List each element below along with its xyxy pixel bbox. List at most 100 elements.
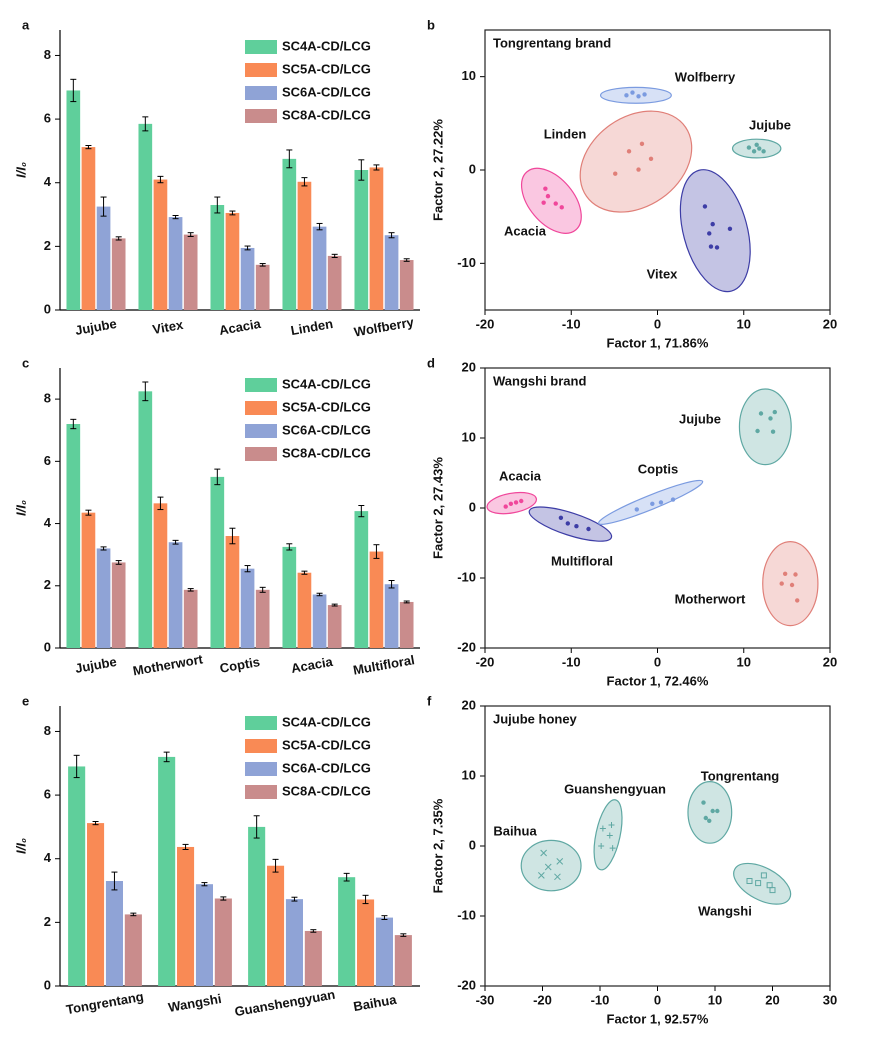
group-label: Guanshengyuan xyxy=(564,781,666,796)
y-axis-label: Factor 2, 27.43% xyxy=(430,457,445,559)
bar xyxy=(357,899,375,986)
bar xyxy=(399,601,414,648)
point xyxy=(642,92,647,97)
legend-label: SC4A-CD/LCG xyxy=(282,714,371,729)
bar xyxy=(282,158,297,310)
point xyxy=(636,94,641,99)
panel-letter: d xyxy=(427,355,435,370)
point xyxy=(754,142,759,147)
bar xyxy=(158,756,176,986)
y-tick-label: 0 xyxy=(469,499,476,514)
bar xyxy=(96,206,111,310)
point xyxy=(608,822,615,828)
bar xyxy=(68,766,86,986)
y-tick-label: -20 xyxy=(457,639,476,654)
y-tick-label: 10 xyxy=(462,68,476,83)
bar xyxy=(282,546,297,648)
x-tick-label: Jujube xyxy=(74,316,118,338)
point xyxy=(648,156,654,161)
point xyxy=(636,167,641,172)
legend-label: SC5A-CD/LCG xyxy=(282,399,371,414)
x-tick-label: Tongrentang xyxy=(65,989,145,1017)
legend-swatch xyxy=(245,716,277,730)
bar xyxy=(168,542,183,648)
y-tick-label: 20 xyxy=(462,359,476,374)
y-tick-label: 0 xyxy=(469,837,476,852)
panel-letter: f xyxy=(427,693,432,708)
y-tick-label: -10 xyxy=(457,569,476,584)
point xyxy=(746,145,752,150)
point xyxy=(630,90,635,95)
group-label: Baihua xyxy=(493,823,537,838)
y-tick-label: 2 xyxy=(44,238,51,253)
legend-swatch xyxy=(245,447,277,461)
point xyxy=(553,201,558,206)
bar xyxy=(312,226,327,310)
bar xyxy=(384,235,399,310)
point xyxy=(701,800,706,805)
legend-swatch xyxy=(245,424,277,438)
bar xyxy=(369,167,384,310)
bar xyxy=(327,255,342,310)
point xyxy=(710,808,715,814)
bar xyxy=(111,562,126,648)
point xyxy=(599,825,606,832)
bar xyxy=(354,511,369,648)
point xyxy=(715,808,720,814)
point xyxy=(751,149,757,154)
group-label: Jujube xyxy=(749,117,791,132)
bar xyxy=(354,170,369,310)
point xyxy=(537,872,545,879)
panel-letter: e xyxy=(22,693,29,708)
y-axis-label: I/I₀ xyxy=(13,162,28,178)
y-tick-label: 8 xyxy=(44,723,51,738)
group-label: Tongrentang xyxy=(701,768,780,783)
y-tick-label: 4 xyxy=(44,515,52,530)
point xyxy=(768,416,773,421)
group-label: Linden xyxy=(544,126,587,141)
x-tick-label: Wolfberry xyxy=(353,314,416,339)
y-axis-label: Factor 2, 27.22% xyxy=(430,119,445,221)
panel-letter: a xyxy=(22,17,30,32)
x-tick-label: Coptis xyxy=(219,654,261,676)
confidence-ellipse xyxy=(520,839,582,892)
confidence-ellipse xyxy=(731,138,782,159)
bar xyxy=(138,123,153,310)
x-tick-label: 30 xyxy=(823,992,837,1007)
point xyxy=(795,598,800,603)
x-tick-label: -10 xyxy=(562,654,581,669)
bar xyxy=(399,260,414,310)
point xyxy=(650,501,655,506)
point xyxy=(559,205,564,210)
point xyxy=(760,872,767,879)
bar xyxy=(177,846,195,986)
point xyxy=(544,863,552,871)
bar xyxy=(66,424,81,648)
group-label: Acacia xyxy=(504,223,547,238)
point xyxy=(707,818,712,823)
point xyxy=(543,186,548,191)
x-axis-label: Factor 1, 92.57% xyxy=(607,1011,709,1026)
confidence-ellipse xyxy=(599,86,672,104)
confidence-ellipse xyxy=(593,799,623,871)
confidence-ellipse xyxy=(520,167,582,234)
x-tick-label: Linden xyxy=(290,316,335,338)
y-tick-label: 8 xyxy=(44,391,51,406)
legend-label: SC4A-CD/LCG xyxy=(282,38,371,53)
point xyxy=(793,572,798,577)
bar xyxy=(168,217,183,310)
x-tick-label: -20 xyxy=(476,316,495,331)
x-tick-label: Acacia xyxy=(218,316,263,338)
y-tick-label: 10 xyxy=(462,429,476,444)
bar xyxy=(267,865,285,986)
point xyxy=(519,498,524,504)
x-tick-label: 20 xyxy=(823,654,837,669)
x-tick-label: 0 xyxy=(654,316,661,331)
legend-label: SC8A-CD/LCG xyxy=(282,445,371,460)
point xyxy=(769,887,776,894)
x-tick-label: 0 xyxy=(654,654,661,669)
point xyxy=(710,221,715,227)
y-tick-label: -10 xyxy=(457,255,476,270)
y-tick-label: 20 xyxy=(462,697,476,712)
point xyxy=(702,204,708,209)
